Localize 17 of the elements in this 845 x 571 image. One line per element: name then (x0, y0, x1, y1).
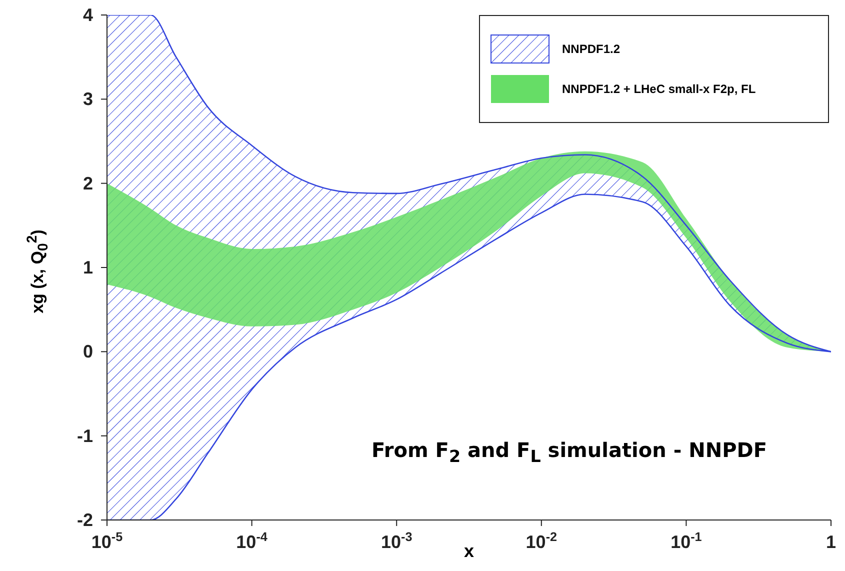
y-tick-label: 2 (82, 173, 93, 194)
y-tick-label: 3 (82, 89, 93, 110)
y-tick-label: 1 (82, 258, 93, 278)
x-axis-title: x (464, 541, 474, 562)
y-tick-label: -1 (76, 426, 93, 446)
y-tick-label: -2 (76, 510, 93, 530)
y-tick-label: 0 (82, 342, 93, 362)
x-tick-label: 10$^{-3}$ (380, 530, 412, 552)
annotation: From F$_{2}$ and F$_{L}$ simulation - NNPDF (372, 438, 767, 466)
legend-label: NNPDF1.2 + LHeC small-x F2p, FL (562, 82, 756, 96)
x-tick-label: 10$^{-5}$ (91, 530, 123, 552)
x-tick-label: 10$^{-4}$ (236, 530, 268, 552)
y-tick-label: 4 (82, 5, 93, 25)
x-tick-label: 10$^{-2}$ (526, 530, 558, 552)
x-tick-label: 1 (826, 532, 836, 552)
x-tick-label: 10$^{-1}$ (670, 530, 702, 552)
legend-label: NNPDF1.2 (562, 42, 620, 56)
